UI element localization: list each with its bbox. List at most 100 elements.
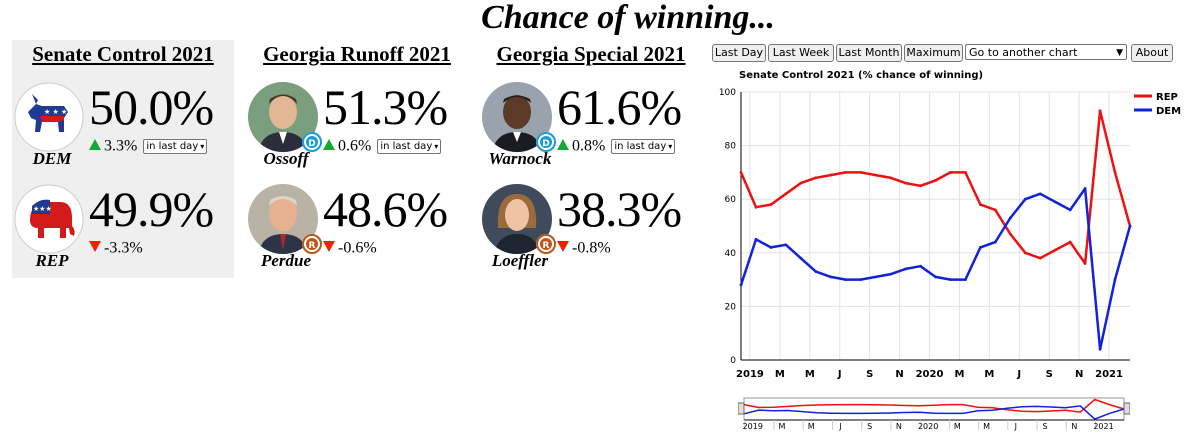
last-day-button[interactable]: Last Day xyxy=(712,44,766,62)
rep-percent: 49.9% xyxy=(89,181,214,237)
dem-percent: 51.3% xyxy=(323,79,448,135)
change-value: 0.6% xyxy=(338,137,372,155)
range-navigator[interactable]: 2019 M M J S N 2020 M M J S N 2021 xyxy=(738,396,1130,432)
data-point-rep xyxy=(1008,232,1012,236)
y-tick-label: 0 xyxy=(730,356,736,366)
time-window-select[interactable]: in last day ▾ xyxy=(143,138,208,154)
senate-control-title[interactable]: Senate Control 2021 xyxy=(32,42,214,66)
data-point-dem xyxy=(1113,278,1117,281)
change-value: -0.8% xyxy=(572,239,611,257)
georgia-special-panel: Georgia Special 2021 D Warnock 61.6% 0.8… xyxy=(480,40,702,278)
rep-percent: 48.6% xyxy=(323,181,448,237)
dem-change-row: 0.6% in last day ▾ xyxy=(323,137,442,155)
data-point-dem xyxy=(814,270,818,273)
dem-percent: 61.6% xyxy=(557,79,682,135)
svg-text:R: R xyxy=(309,241,316,251)
data-point-rep xyxy=(1053,248,1057,252)
data-point-rep xyxy=(799,181,803,185)
data-point-dem xyxy=(844,278,848,281)
data-point-dem xyxy=(1098,347,1102,351)
change-value: 0.8% xyxy=(572,137,606,155)
georgia-special-title[interactable]: Georgia Special 2021 xyxy=(496,42,686,66)
chevron-down-icon: ▾ xyxy=(668,141,673,151)
legend-label: REP xyxy=(1156,92,1178,103)
dem-percent: 50.0% xyxy=(89,79,214,135)
up-arrow-icon xyxy=(323,137,335,155)
special-dem-card: D Warnock 61.6% 0.8% in last day ▾ xyxy=(480,79,702,180)
data-point-dem xyxy=(799,256,803,260)
x-tick-label: 2020 xyxy=(916,369,944,380)
change-value: -3.3% xyxy=(104,239,143,257)
data-point-dem xyxy=(1083,187,1087,190)
data-point-dem xyxy=(934,275,937,279)
data-point-dem xyxy=(919,264,922,268)
data-point-dem xyxy=(889,272,893,276)
data-point-dem xyxy=(784,243,788,247)
navigator-tick-label: M xyxy=(983,422,990,431)
data-point-dem xyxy=(904,267,907,271)
svg-text:R: R xyxy=(543,241,550,251)
georgia-runoff-title[interactable]: Georgia Runoff 2021 xyxy=(263,42,451,66)
data-point-rep xyxy=(1038,256,1042,260)
elephant-logo-icon: ★★★ xyxy=(14,184,84,254)
data-point-dem xyxy=(739,283,743,287)
time-window-value: in last day xyxy=(614,140,667,152)
x-tick-label: S xyxy=(1046,369,1053,380)
data-point-rep xyxy=(859,171,863,174)
navigator-right-handle[interactable] xyxy=(1123,402,1130,415)
candidate-name: Ossoff xyxy=(263,149,309,168)
data-point-rep xyxy=(814,176,818,180)
svg-text:D: D xyxy=(542,139,549,149)
dem-change-row: 3.3% in last day ▾ xyxy=(89,137,208,155)
y-tick-label: 20 xyxy=(725,302,737,312)
last-week-button[interactable]: Last Week xyxy=(768,44,834,62)
x-tick-label: M xyxy=(984,369,994,380)
navigator-tick-label: N xyxy=(1071,422,1077,431)
plot-area xyxy=(741,92,1130,360)
data-point-dem xyxy=(1038,192,1042,196)
navigator-left-handle[interactable] xyxy=(738,402,745,415)
x-tick-label: J xyxy=(1016,369,1021,380)
navigator-tick-label: M xyxy=(954,422,961,431)
special-rep-card: R Loeffler 38.3% -0.8% xyxy=(480,181,702,282)
navigator-series-dem xyxy=(743,405,1125,420)
data-point-dem xyxy=(769,246,773,249)
data-point-rep xyxy=(1068,240,1072,244)
data-point-dem xyxy=(1068,208,1072,212)
probability-line-chart[interactable]: 0 20 40 60 80 100 2019 M M J S N 2020 M M J S N 2021 REP DEM xyxy=(712,80,1182,386)
navigator-series-rep xyxy=(743,398,1125,413)
chart-select[interactable]: Go to another chart ▼ xyxy=(965,44,1127,60)
navigator-tick-label: J xyxy=(1014,422,1017,431)
navigator-tick-label: M xyxy=(779,422,786,431)
senate-control-panel: Senate Control 2021 ★ ★ ★ DEM 50.0% 3.3%… xyxy=(12,40,234,278)
svg-text:D: D xyxy=(308,139,315,149)
data-point-rep xyxy=(754,205,758,209)
time-window-value: in last day xyxy=(380,140,433,152)
x-tick-label: M xyxy=(954,369,964,380)
change-value: 3.3% xyxy=(104,137,138,155)
data-point-rep xyxy=(964,171,967,174)
time-window-select[interactable]: in last day ▾ xyxy=(377,138,442,154)
maximum-button[interactable]: Maximum xyxy=(904,44,963,62)
time-window-select[interactable]: in last day ▾ xyxy=(611,138,676,154)
down-arrow-icon xyxy=(89,239,101,257)
data-point-dem xyxy=(1008,216,1012,220)
data-point-rep xyxy=(934,179,937,182)
senate-rep-card: ★★★ REP 49.9% -3.3% xyxy=(12,181,234,282)
data-point-rep xyxy=(904,181,907,185)
about-button[interactable]: About xyxy=(1131,44,1173,62)
data-point-dem xyxy=(874,275,878,279)
data-point-rep xyxy=(874,173,878,177)
rep-change-row: -0.8% xyxy=(557,239,611,257)
navigator-tick-label: 2021 xyxy=(1093,422,1113,431)
last-month-button[interactable]: Last Month xyxy=(836,44,902,62)
data-point-rep xyxy=(978,203,982,206)
y-tick-label: 100 xyxy=(719,88,736,98)
x-tick-label: 2019 xyxy=(736,369,764,380)
democrat-badge-icon: D xyxy=(536,132,556,152)
candidate-name: Loeffler xyxy=(491,251,549,270)
democrat-badge-icon: D xyxy=(302,132,322,152)
navigator-track xyxy=(743,397,1125,421)
data-point-rep xyxy=(889,176,893,180)
candidate-name: Warnock xyxy=(488,149,552,168)
